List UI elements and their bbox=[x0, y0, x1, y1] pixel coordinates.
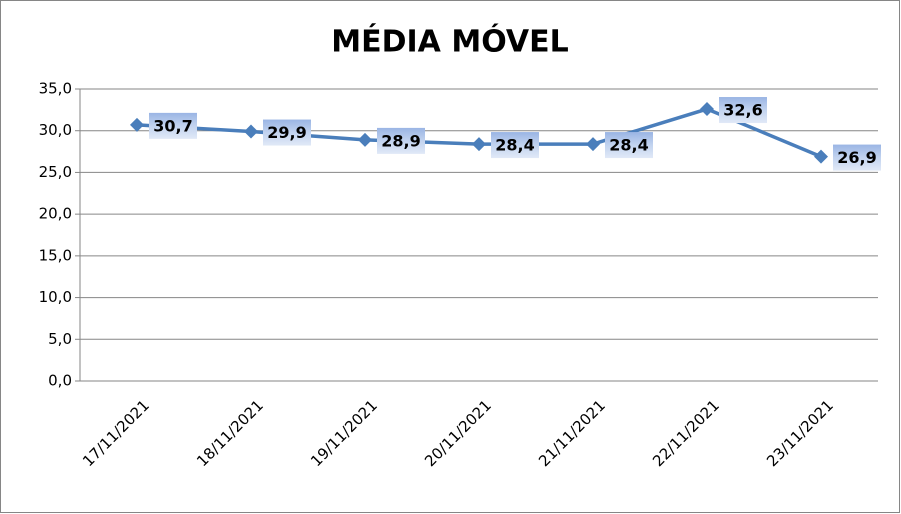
data-label: 30,7 bbox=[153, 116, 192, 135]
data-label: 28,4 bbox=[609, 136, 648, 155]
y-tick-label: 15,0 bbox=[39, 246, 72, 264]
data-label-box bbox=[719, 97, 767, 124]
data-label: 26,9 bbox=[837, 148, 876, 167]
point-marker bbox=[814, 149, 828, 164]
y-tick-label: 5,0 bbox=[48, 330, 72, 348]
y-tick-label: 0,0 bbox=[48, 372, 72, 390]
point-marker bbox=[472, 137, 486, 152]
data-label: 29,9 bbox=[267, 123, 306, 142]
point-marker bbox=[700, 102, 714, 117]
point-marker bbox=[130, 117, 144, 132]
data-label-box bbox=[605, 132, 653, 159]
point-marker bbox=[358, 132, 372, 147]
data-label: 32,6 bbox=[723, 101, 762, 120]
y-tick-label: 30,0 bbox=[39, 121, 72, 139]
point-marker bbox=[586, 137, 600, 152]
data-label-box bbox=[263, 119, 311, 146]
y-tick-label: 20,0 bbox=[39, 205, 72, 223]
data-label: 28,4 bbox=[495, 136, 534, 155]
data-label-box bbox=[149, 112, 197, 139]
point-marker bbox=[244, 124, 258, 139]
data-label-box bbox=[377, 127, 425, 154]
data-label-box bbox=[833, 144, 881, 171]
y-tick-label: 35,0 bbox=[39, 80, 72, 98]
data-label-box bbox=[491, 132, 539, 159]
data-label: 28,9 bbox=[381, 131, 420, 150]
y-tick-label: 25,0 bbox=[39, 163, 72, 181]
chart-title: MÉDIA MÓVEL bbox=[331, 23, 568, 60]
y-tick-label: 10,0 bbox=[39, 288, 72, 306]
